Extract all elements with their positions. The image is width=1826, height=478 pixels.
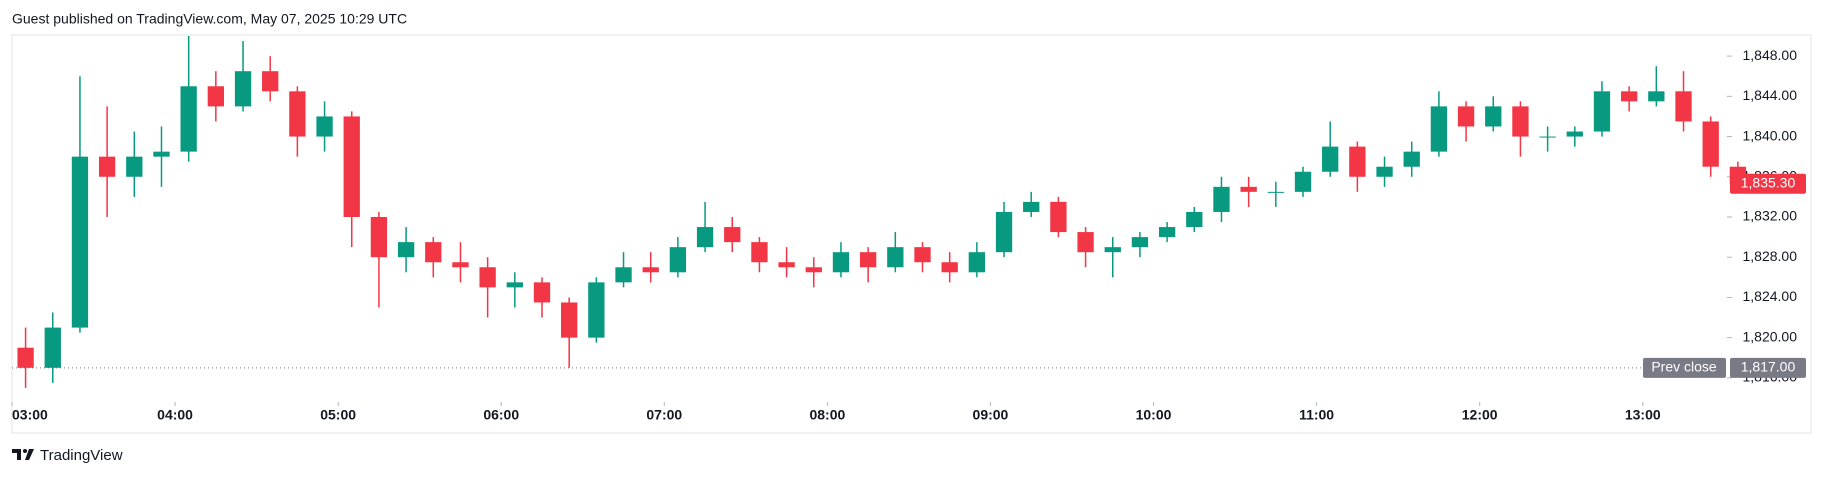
candle-body (343, 116, 360, 217)
candle-body (887, 247, 904, 268)
candle-body (696, 227, 714, 248)
candle-body (1376, 166, 1393, 177)
candle-body (1213, 186, 1230, 212)
candle-body (1593, 91, 1611, 132)
y-tick-label: 1,828.00 (1743, 248, 1798, 264)
x-tick-label: 08:00 (809, 407, 845, 423)
x-tick-label: 03:00 (12, 407, 48, 423)
candle-body (1702, 121, 1719, 167)
candle-body (506, 282, 523, 288)
candle-body (1539, 136, 1556, 138)
candle-body (1131, 237, 1149, 248)
candle-body (234, 71, 252, 107)
candle-body (180, 86, 197, 152)
prev-close-label: 1,817.00 (1741, 359, 1796, 375)
candle-body (153, 151, 170, 157)
candle-body (425, 242, 442, 263)
candle-body (126, 156, 143, 177)
x-tick-label: 10:00 (1136, 407, 1172, 423)
candle-body (588, 282, 605, 338)
candle-body (1077, 232, 1094, 253)
prev-close-name-box (1643, 357, 1726, 378)
candle-body (1349, 146, 1366, 177)
candle-body (1621, 91, 1638, 102)
y-tick-label: 1,820.00 (1743, 328, 1798, 344)
candle-body (1648, 91, 1665, 102)
candle-body (1485, 106, 1502, 127)
candle-body (1267, 191, 1284, 193)
tradingview-logo (12, 449, 34, 460)
candle-body (1675, 91, 1692, 122)
candle-body (533, 282, 551, 303)
candle-body (262, 71, 279, 92)
candle-body (561, 302, 578, 338)
y-tick-label: 1,840.00 (1743, 127, 1798, 143)
candle-body (1186, 211, 1203, 228)
x-tick-label: 04:00 (157, 407, 193, 423)
candle-body (289, 91, 306, 137)
candle-body (914, 247, 931, 263)
candle-body (71, 156, 89, 328)
candle-body (1403, 151, 1420, 167)
x-tick-label: 07:00 (646, 407, 682, 423)
x-tick-label: 11:00 (1299, 407, 1334, 423)
candle-body (17, 347, 34, 368)
candle-body (207, 86, 224, 107)
candle-body (1457, 106, 1475, 127)
x-tick-label: 12:00 (1462, 407, 1498, 423)
prev-close-name: Prev close (1651, 359, 1717, 375)
y-tick-label: 1,844.00 (1743, 87, 1798, 103)
y-tick-label: 1,848.00 (1743, 47, 1798, 63)
last-price-label: 1,835.30 (1741, 175, 1796, 191)
prev-close-value-box (1730, 357, 1806, 378)
chart-frame (11, 34, 1812, 434)
candle-body (452, 262, 469, 268)
candle-body (1050, 201, 1067, 233)
candle-body (615, 267, 632, 283)
last-price-box (1730, 173, 1806, 194)
candle-body (751, 242, 768, 263)
candle-body (941, 262, 958, 273)
candle-body (44, 327, 61, 368)
candle-body (316, 116, 333, 137)
candle-body (968, 252, 986, 273)
x-tick-label: 05:00 (320, 407, 356, 423)
candle-body (1512, 106, 1529, 137)
candle-body (1322, 146, 1339, 172)
x-tick-label: 09:00 (973, 407, 1009, 423)
candle-body (1158, 227, 1176, 238)
x-tick-label: 06:00 (483, 407, 519, 423)
candle-body (397, 242, 415, 258)
candle-body (1430, 106, 1448, 152)
footer-text: TradingView (40, 447, 123, 464)
candle-body (1104, 247, 1121, 253)
y-tick-label: 1,832.00 (1743, 208, 1798, 224)
candle-body (642, 267, 659, 273)
candle-body (98, 156, 116, 177)
candle-body (832, 252, 850, 273)
header-text: Guest published on TradingView.com, May … (12, 11, 407, 27)
y-tick-label: 1,824.00 (1743, 288, 1798, 304)
candle-body (479, 267, 496, 288)
candle-body (805, 267, 822, 273)
candle-body (859, 252, 877, 268)
candle-body (669, 247, 687, 273)
candle-body (1294, 171, 1312, 192)
candle-body (370, 216, 388, 258)
candle-body (1023, 201, 1040, 212)
candle-body (995, 211, 1013, 253)
candle-body (724, 227, 741, 243)
x-tick-label: 13:00 (1625, 407, 1661, 423)
candle-body (1566, 131, 1583, 137)
candle-body (778, 262, 795, 268)
candle-body (1240, 186, 1257, 192)
